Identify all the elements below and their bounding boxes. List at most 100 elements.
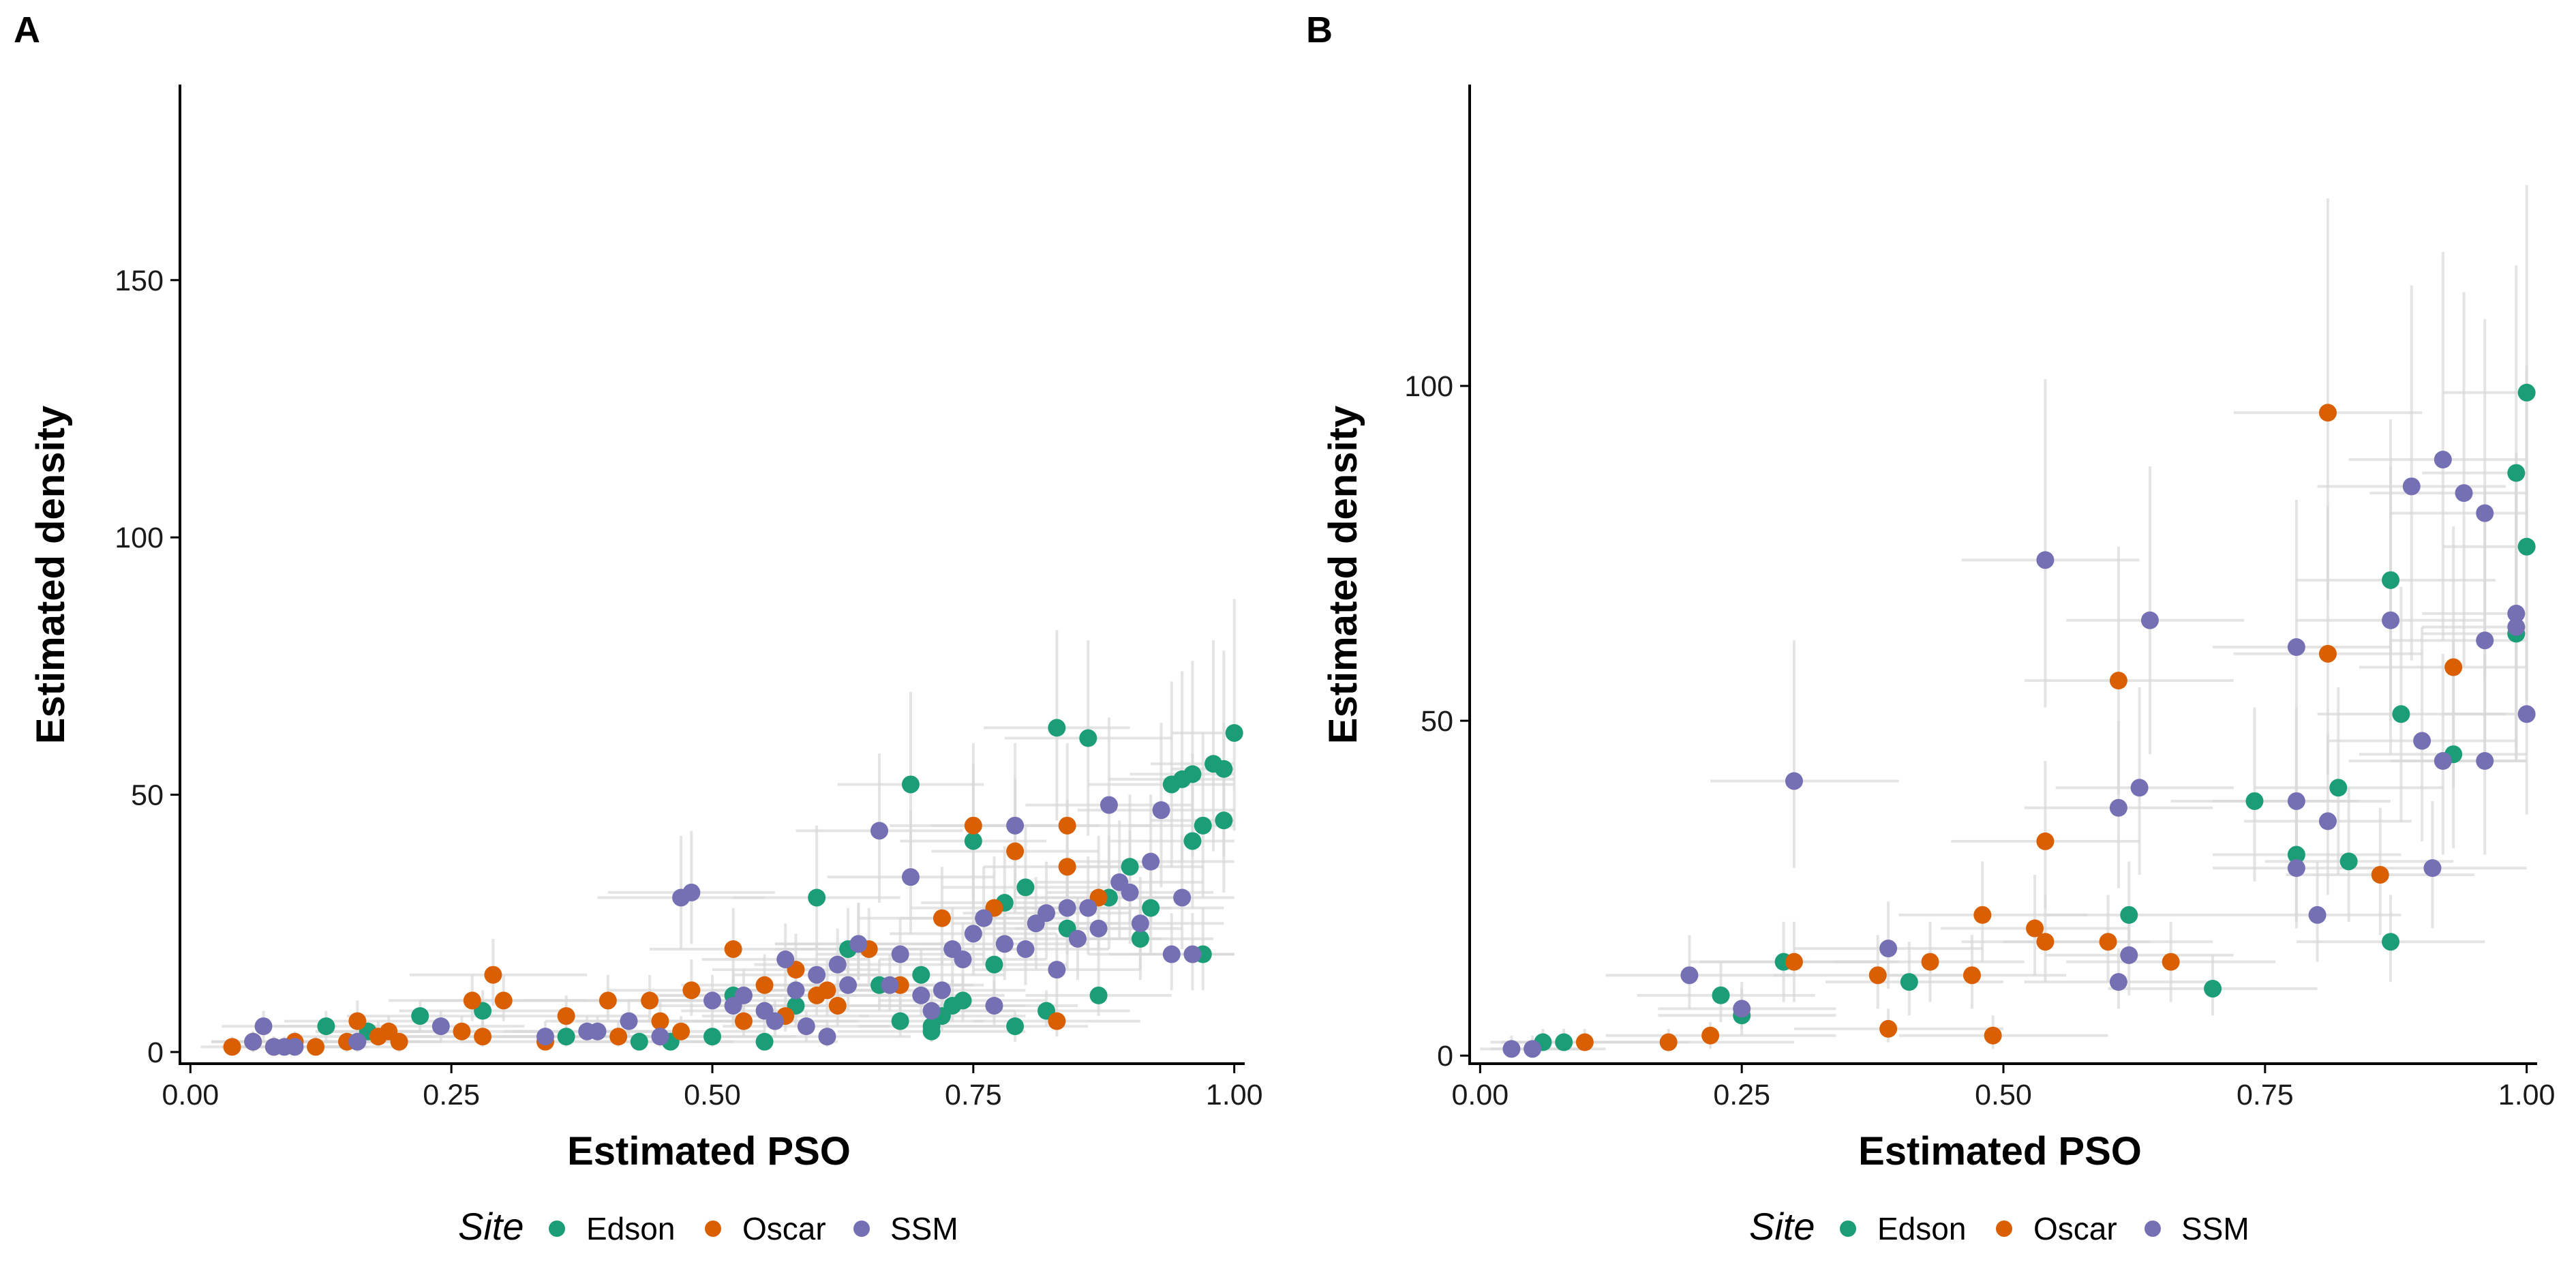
data-point-ssm	[431, 1017, 450, 1036]
panel-b-y-axis-title: Estimated density	[1321, 406, 1365, 744]
data-point-ssm	[2413, 732, 2431, 750]
x-tick-label: 0.25	[423, 1079, 480, 1111]
data-point-ssm	[1173, 888, 1192, 907]
data-point-oscar	[494, 991, 513, 1010]
data-point-oscar	[1921, 953, 1939, 971]
data-point-ssm	[1733, 1000, 1751, 1018]
data-point-edson	[1225, 723, 1243, 742]
legend-swatch-edson	[549, 1220, 565, 1237]
data-point-ssm	[2507, 618, 2526, 636]
panel-label-a: A	[14, 10, 40, 50]
data-point-edson	[1555, 1033, 1573, 1051]
data-point-ssm	[818, 1028, 836, 1046]
data-point-ssm	[2402, 477, 2421, 496]
data-point-ssm	[1016, 940, 1035, 958]
data-point-ssm	[286, 1038, 304, 1056]
data-point-oscar	[755, 976, 774, 994]
data-point-ssm	[1524, 1040, 1542, 1058]
data-point-oscar	[682, 981, 701, 1000]
data-point-oscar	[724, 940, 742, 958]
data-point-oscar	[672, 1022, 691, 1040]
x-tick-label: 0.75	[2237, 1079, 2294, 1111]
data-point-oscar	[1868, 966, 1887, 985]
data-point-ssm	[954, 950, 972, 969]
x-tick-label: 1.00	[1206, 1079, 1263, 1111]
data-point-ssm	[651, 1028, 669, 1046]
legend-label-oscar: Oscar	[2033, 1211, 2117, 1246]
panel-a: A 0.00 0.25 0.50 0.75 1.00 0 50 100 150 Estimate…	[14, 10, 1263, 1173]
data-point-ssm	[1079, 899, 1097, 917]
data-point-ssm	[2036, 551, 2055, 569]
data-point-oscar	[463, 991, 481, 1010]
x-tick-label: 0.50	[1975, 1079, 2032, 1111]
data-point-ssm	[348, 1032, 367, 1051]
data-point-ssm	[787, 981, 805, 1000]
data-point-edson	[1215, 811, 1233, 830]
data-point-edson	[891, 1012, 909, 1030]
data-point-ssm	[1058, 899, 1076, 917]
data-point-ssm	[881, 976, 899, 994]
data-point-ssm	[2287, 792, 2305, 810]
data-point-ssm	[2287, 638, 2305, 657]
data-point-edson	[808, 888, 826, 907]
data-point-ssm	[1006, 816, 1025, 835]
data-point-ssm	[1785, 772, 1803, 790]
data-point-oscar	[1575, 1033, 1594, 1051]
panel-b-error-bars	[1480, 185, 2528, 1056]
panel-b: B 0.00 0.25 0.50 0.75 1.00 0 50 100 Estimated P…	[1306, 10, 2555, 1173]
legend-label-edson: Edson	[1877, 1211, 1966, 1246]
data-point-ssm	[1142, 852, 1160, 871]
data-point-ssm	[734, 986, 753, 1004]
panel-label-b: B	[1306, 10, 1333, 50]
data-point-oscar	[453, 1022, 471, 1040]
data-point-edson	[1142, 899, 1160, 917]
y-tick-label: 100	[115, 522, 164, 554]
data-point-oscar	[1048, 1012, 1066, 1030]
data-point-edson	[1089, 986, 1108, 1004]
data-point-edson	[2245, 792, 2264, 810]
data-point-ssm	[2318, 812, 2337, 830]
panel-a-x-axis-title: Estimated PSO	[567, 1129, 851, 1173]
data-point-edson	[2204, 979, 2222, 998]
data-point-oscar	[1963, 966, 1981, 985]
data-point-ssm	[985, 996, 1003, 1015]
legend-label-oscar: Oscar	[742, 1211, 826, 1246]
data-point-edson	[1900, 973, 1918, 991]
data-point-ssm	[1048, 961, 1066, 979]
data-point-ssm	[1131, 914, 1149, 933]
data-point-edson	[2382, 933, 2400, 951]
data-point-ssm	[2109, 798, 2127, 817]
data-point-oscar	[348, 1012, 367, 1030]
data-point-ssm	[922, 1002, 941, 1020]
data-point-ssm	[682, 883, 701, 901]
data-point-edson	[1194, 816, 1212, 835]
data-point-oscar	[1006, 842, 1025, 860]
data-point-ssm	[1037, 904, 1056, 923]
data-point-ssm	[901, 868, 920, 886]
data-point-oscar	[2036, 933, 2055, 951]
data-point-oscar	[223, 1038, 241, 1056]
data-point-oscar	[1973, 905, 1992, 924]
data-point-ssm	[1183, 945, 1202, 963]
data-point-oscar	[651, 1012, 669, 1030]
y-tick-label: 100	[1404, 370, 1453, 403]
data-point-oscar	[1058, 858, 1076, 876]
data-point-edson	[703, 1028, 721, 1046]
x-tick-label: 0.75	[945, 1079, 1002, 1111]
y-tick-label: 50	[1421, 705, 1453, 738]
data-point-oscar	[609, 1028, 628, 1046]
data-point-oscar	[828, 996, 847, 1015]
data-point-ssm	[2382, 611, 2400, 629]
data-point-ssm	[964, 925, 982, 943]
data-point-edson	[912, 965, 930, 984]
data-point-oscar	[2318, 644, 2337, 663]
legend-swatch-oscar	[1996, 1220, 2012, 1237]
data-point-edson	[2507, 464, 2526, 482]
data-point-ssm	[933, 981, 951, 1000]
x-tick-label: 0.00	[1452, 1079, 1509, 1111]
data-point-ssm	[1162, 945, 1181, 963]
data-point-ssm	[244, 1032, 262, 1051]
data-point-ssm	[2308, 905, 2327, 924]
data-point-oscar	[933, 909, 951, 927]
legend-label-ssm: SSM	[2181, 1211, 2249, 1246]
